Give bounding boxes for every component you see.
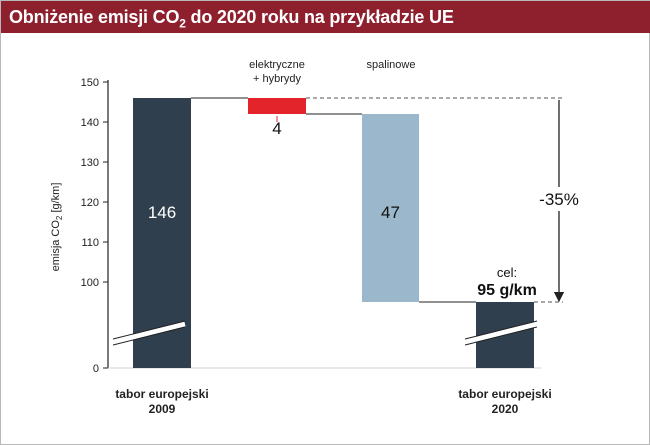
category-label: tabor europejski: [458, 387, 551, 401]
axis-break-mark: [112, 320, 186, 340]
bar-2: [362, 114, 419, 302]
y-axis-label: emisja CO2 [g/km]: [50, 183, 64, 272]
bar-value-label: 95 g/km: [477, 282, 537, 299]
y-tick-label: 100: [81, 277, 99, 289]
y-tick-label: 140: [81, 117, 99, 129]
axis-break-mark: [464, 320, 538, 340]
y-tick-label: 0: [93, 363, 99, 375]
title-part-2: do 2020 roku na przykładzie UE: [185, 7, 454, 27]
category-label: spalinowe: [367, 59, 416, 71]
waterfall-chart: emisja CO2 [g/km] 0 100 110 120 130 140 150 -35%…: [50, 59, 584, 416]
y-tick-label: 110: [81, 237, 99, 249]
axis-break-mark: [112, 326, 186, 346]
category-label: 2009: [149, 402, 176, 416]
bar-1: [248, 98, 306, 114]
bar-value-label: 146: [148, 203, 176, 222]
axis-break-mark: [464, 326, 538, 346]
y-tick-label: 150: [81, 77, 99, 89]
y-tick-label: 120: [81, 197, 99, 209]
bar-value-label: 47: [381, 203, 400, 222]
annotation-bg: [534, 187, 584, 211]
title-part-1: Obniżenie emisji CO: [9, 7, 180, 27]
y-tick-label: 130: [81, 157, 99, 169]
category-label: tabor europejski: [115, 387, 208, 401]
category-label: + hybrydy: [253, 73, 301, 85]
axis-break-gap: [464, 321, 538, 345]
title-bar: Obniżenie emisji CO2 do 2020 roku na prz…: [1, 1, 650, 33]
target-prefix-label: cel:: [497, 265, 517, 280]
category-label: 2020: [492, 402, 519, 416]
category-label: elektryczne: [249, 59, 305, 71]
axis-break-gap: [112, 321, 186, 345]
reduction-label: -35%: [539, 190, 579, 209]
bar-value-label: 4: [272, 119, 281, 138]
chart-title: Obniżenie emisji CO2 do 2020 roku na prz…: [9, 7, 454, 31]
title-subscript: 2: [179, 16, 186, 31]
